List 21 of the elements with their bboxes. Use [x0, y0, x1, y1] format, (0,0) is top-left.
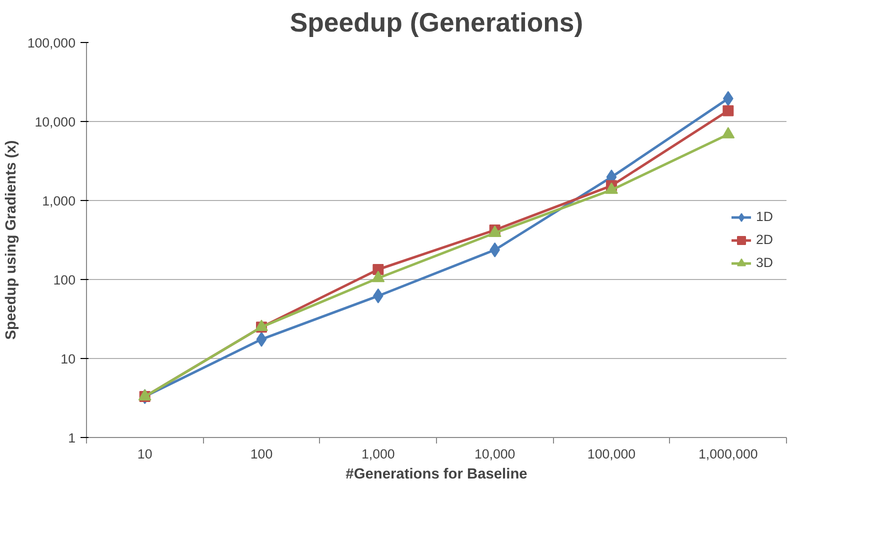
- y-tick-label: 100,000: [27, 36, 76, 50]
- x-axis-title: #Generations for Baseline: [346, 466, 528, 482]
- x-tick-label: 1,000: [361, 446, 395, 462]
- x-tick-label: 100: [250, 446, 273, 462]
- x-tick-label: 100,000: [587, 446, 636, 462]
- x-tick-label: 1,000,000: [698, 446, 758, 462]
- y-axis-title: Speedup using Gradients (x): [3, 140, 20, 340]
- y-tick-label: 10: [60, 352, 76, 366]
- y-tick-label: 10,000: [34, 114, 76, 130]
- point: [372, 270, 385, 282]
- legend-label: 3D: [756, 255, 774, 270]
- point: [256, 332, 267, 347]
- y-tick-label: 100: [53, 272, 76, 288]
- x-tick-label: 10,000: [474, 446, 516, 462]
- y-tick-label: 1,000: [42, 194, 76, 208]
- legend-label: 2D: [756, 232, 774, 247]
- legend-label: 1D: [756, 209, 774, 224]
- point: [722, 105, 734, 116]
- y-tick-label: 1: [68, 430, 76, 446]
- x-tick-label: 10: [137, 446, 152, 462]
- chart-title: Speedup (Generations): [290, 8, 584, 38]
